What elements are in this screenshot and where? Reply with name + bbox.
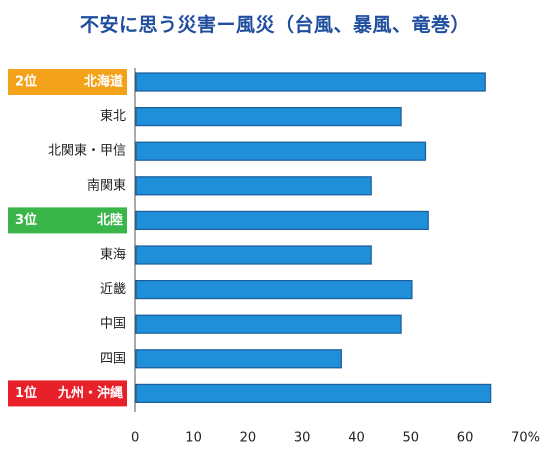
x-tick-label: 20 <box>240 431 257 446</box>
bar <box>135 349 342 369</box>
rank-label: 3位 <box>15 212 37 228</box>
category-label: 四国 <box>100 351 126 366</box>
rank-label: 2位 <box>15 74 37 90</box>
bar <box>135 72 486 92</box>
rank-badge <box>8 380 127 407</box>
category-label: 北関東・甲信 <box>48 143 126 159</box>
rank-badge <box>8 207 127 234</box>
category-label: 北陸 <box>97 212 123 228</box>
rank-label: 1位 <box>15 385 37 401</box>
x-tick-label: 30 <box>294 431 311 446</box>
category-label: 中国 <box>100 317 126 332</box>
bar <box>135 245 372 265</box>
category-label: 東北 <box>100 108 126 124</box>
x-tick-label: 50 <box>403 431 420 446</box>
category-label: 東海 <box>100 247 126 263</box>
x-tick-label: 10 <box>185 431 202 446</box>
bar <box>135 141 427 161</box>
bar <box>135 210 429 230</box>
x-tick-label: 60 <box>457 431 474 446</box>
category-label: 近畿 <box>100 282 126 297</box>
chart-title: 不安に思う災害ー風災（台風、暴風、竜巻） <box>79 14 470 36</box>
bar <box>135 106 402 127</box>
bar <box>135 176 372 196</box>
x-tick-label: 70% <box>511 431 540 446</box>
category-label: 北海道 <box>84 74 123 90</box>
bar <box>135 314 402 334</box>
category-label: 九州・沖縄 <box>57 385 123 401</box>
x-tick-label: 0 <box>131 431 139 446</box>
bar <box>135 280 413 300</box>
category-label: 南関東 <box>87 177 126 193</box>
bar <box>135 383 492 403</box>
rank-badge <box>8 69 127 95</box>
x-tick-label: 40 <box>348 431 365 446</box>
